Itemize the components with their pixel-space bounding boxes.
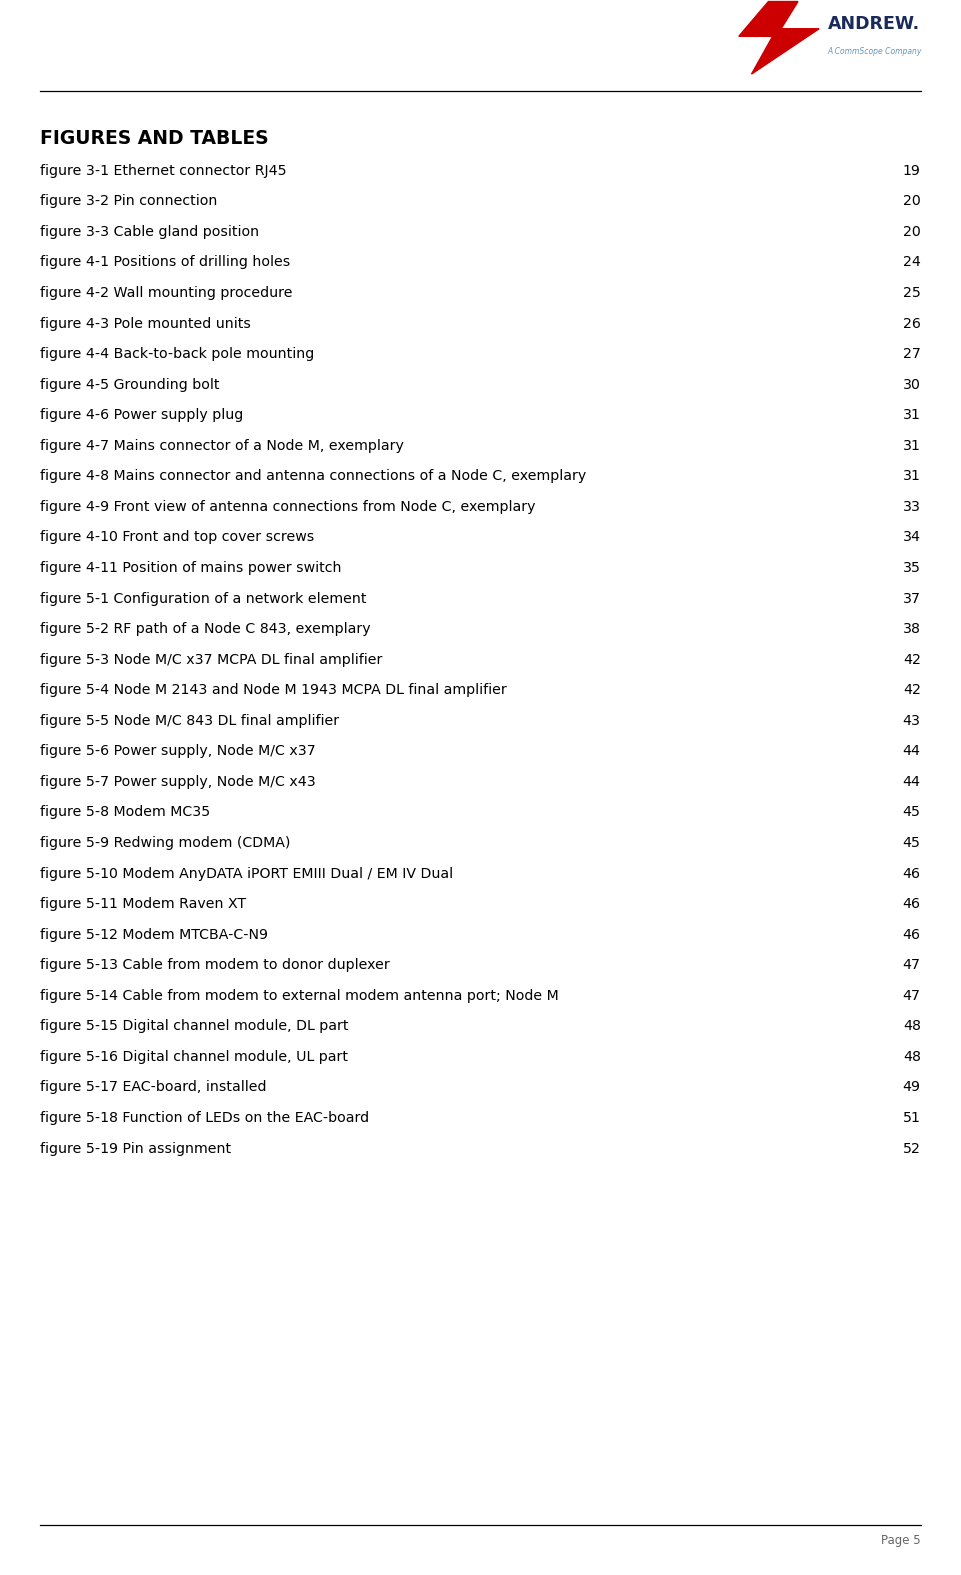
Text: figure 4-5 Grounding bolt: figure 4-5 Grounding bolt [40,378,220,392]
Text: 47: 47 [902,958,921,972]
Text: figure 4-1 Positions of drilling holes: figure 4-1 Positions of drilling holes [40,255,290,269]
Text: 25: 25 [902,287,921,299]
Text: figure 5-7 Power supply, Node M/C x43: figure 5-7 Power supply, Node M/C x43 [40,775,316,789]
Text: figure 5-11 Modem Raven XT: figure 5-11 Modem Raven XT [40,898,246,910]
Text: figure 4-2 Wall mounting procedure: figure 4-2 Wall mounting procedure [40,287,293,299]
Text: 30: 30 [902,378,921,392]
Text: figure 4-7 Mains connector of a Node M, exemplary: figure 4-7 Mains connector of a Node M, … [40,439,405,452]
Text: 20: 20 [903,225,921,239]
Text: figure 5-6 Power supply, Node M/C x37: figure 5-6 Power supply, Node M/C x37 [40,745,316,758]
Text: figure 3-3 Cable gland position: figure 3-3 Cable gland position [40,225,259,239]
Text: figure 5-8 Modem MC35: figure 5-8 Modem MC35 [40,805,210,819]
Text: 27: 27 [902,346,921,361]
Text: figure 5-10 Modem AnyDATA iPORT EMIII Dual / EM IV Dual: figure 5-10 Modem AnyDATA iPORT EMIII Du… [40,866,454,880]
Text: 46: 46 [902,866,921,880]
Text: A CommScope Company: A CommScope Company [827,47,922,55]
Text: 45: 45 [902,805,921,819]
Text: figure 5-5 Node M/C 843 DL final amplifier: figure 5-5 Node M/C 843 DL final amplifi… [40,713,339,728]
Text: figure 4-10 Front and top cover screws: figure 4-10 Front and top cover screws [40,531,314,545]
Text: 20: 20 [903,194,921,208]
Text: 31: 31 [902,439,921,452]
Text: 31: 31 [902,408,921,422]
Text: 34: 34 [902,531,921,545]
Text: 52: 52 [902,1142,921,1156]
Text: figure 5-9 Redwing modem (CDMA): figure 5-9 Redwing modem (CDMA) [40,836,291,851]
Text: figure 5-15 Digital channel module, DL part: figure 5-15 Digital channel module, DL p… [40,1019,349,1033]
Text: Page 5: Page 5 [881,1534,921,1547]
Text: 37: 37 [902,592,921,605]
Text: figure 3-1 Ethernet connector RJ45: figure 3-1 Ethernet connector RJ45 [40,164,287,178]
Text: 33: 33 [902,499,921,513]
Text: 48: 48 [902,1051,921,1063]
Text: 43: 43 [902,713,921,728]
Text: 51: 51 [902,1110,921,1125]
Text: 24: 24 [902,255,921,269]
Text: figure 4-8 Mains connector and antenna connections of a Node C, exemplary: figure 4-8 Mains connector and antenna c… [40,469,586,484]
Text: 45: 45 [902,836,921,851]
Text: figure 5-19 Pin assignment: figure 5-19 Pin assignment [40,1142,232,1156]
Text: FIGURES AND TABLES: FIGURES AND TABLES [40,129,269,148]
Text: 31: 31 [902,469,921,484]
Text: 48: 48 [902,1019,921,1033]
Text: 47: 47 [902,989,921,1003]
Polygon shape [739,2,819,74]
Text: 44: 44 [902,775,921,789]
Text: figure 5-18 Function of LEDs on the EAC-board: figure 5-18 Function of LEDs on the EAC-… [40,1110,369,1125]
Text: figure 4-6 Power supply plug: figure 4-6 Power supply plug [40,408,243,422]
Text: 38: 38 [902,622,921,636]
Text: 46: 46 [902,898,921,910]
Text: 42: 42 [902,684,921,698]
Text: figure 5-2 RF path of a Node C 843, exemplary: figure 5-2 RF path of a Node C 843, exem… [40,622,371,636]
Text: figure 3-2 Pin connection: figure 3-2 Pin connection [40,194,218,208]
Text: figure 5-14 Cable from modem to external modem antenna port; Node M: figure 5-14 Cable from modem to external… [40,989,559,1003]
Text: figure 4-9 Front view of antenna connections from Node C, exemplary: figure 4-9 Front view of antenna connect… [40,499,536,513]
Text: figure 5-1 Configuration of a network element: figure 5-1 Configuration of a network el… [40,592,367,605]
Text: figure 5-3 Node M/C x37 MCPA DL final amplifier: figure 5-3 Node M/C x37 MCPA DL final am… [40,652,382,666]
Text: 19: 19 [902,164,921,178]
Text: 42: 42 [902,652,921,666]
Text: figure 5-12 Modem MTCBA-C-N9: figure 5-12 Modem MTCBA-C-N9 [40,928,268,942]
Text: figure 4-11 Position of mains power switch: figure 4-11 Position of mains power swit… [40,561,342,575]
Text: figure 5-4 Node M 2143 and Node M 1943 MCPA DL final amplifier: figure 5-4 Node M 2143 and Node M 1943 M… [40,684,507,698]
Text: 44: 44 [902,745,921,758]
Text: ANDREW.: ANDREW. [827,16,920,33]
Text: 46: 46 [902,928,921,942]
Text: figure 5-13 Cable from modem to donor duplexer: figure 5-13 Cable from modem to donor du… [40,958,390,972]
Text: 35: 35 [902,561,921,575]
Text: figure 5-17 EAC-board, installed: figure 5-17 EAC-board, installed [40,1080,267,1095]
Text: figure 4-3 Pole mounted units: figure 4-3 Pole mounted units [40,317,251,331]
Text: 26: 26 [902,317,921,331]
Text: figure 5-16 Digital channel module, UL part: figure 5-16 Digital channel module, UL p… [40,1051,348,1063]
Text: 49: 49 [902,1080,921,1095]
Text: figure 4-4 Back-to-back pole mounting: figure 4-4 Back-to-back pole mounting [40,346,314,361]
